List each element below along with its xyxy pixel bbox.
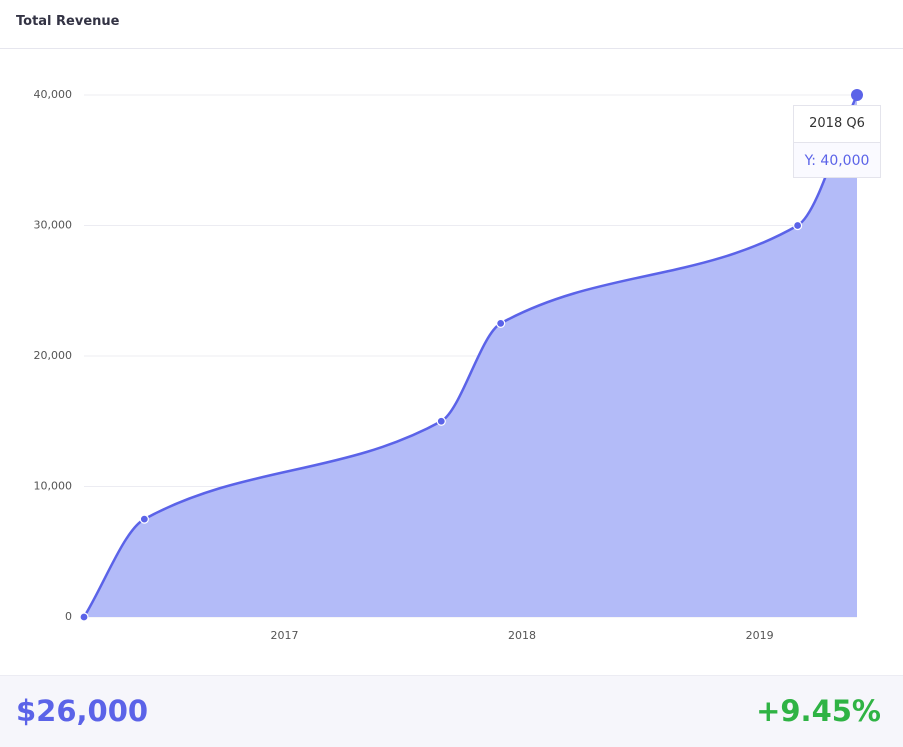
point <box>793 220 803 231</box>
x-tick-label: 2019 <box>746 629 774 642</box>
x-tick-label: 2018 <box>508 629 536 642</box>
footer-change: +9.45% <box>756 694 881 728</box>
point <box>436 416 446 426</box>
y-tick-label: 30,000 <box>34 219 73 232</box>
tooltip: 2018 Q6 Y: 40,000 <box>793 105 881 178</box>
y-tick-label: 0 <box>65 610 72 623</box>
tooltip-label: Y: 40,000 <box>804 153 870 169</box>
card-title: Total Revenue <box>16 14 120 29</box>
point <box>496 318 506 328</box>
point <box>79 612 89 622</box>
header: Total Revenue <box>0 0 903 49</box>
tooltip-title: 2018 Q6 <box>794 106 880 143</box>
point <box>139 514 149 524</box>
y-tick-label: 40,000 <box>34 88 73 101</box>
area <box>84 95 857 617</box>
chart: 0 10,000 20,000 30,000 40,000 2017 2018 2019 <box>34 88 863 642</box>
y-tick-label: 10,000 <box>34 480 73 493</box>
y-tick-label: 20,000 <box>34 349 73 362</box>
footer-value: $26,000 <box>16 694 149 728</box>
footer: $26,000 +9.45% <box>0 675 903 747</box>
point <box>851 89 863 101</box>
x-tick-label: 2017 <box>270 629 298 642</box>
